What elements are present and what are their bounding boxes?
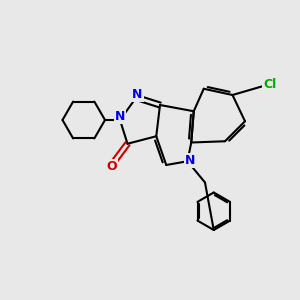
Text: Cl: Cl (263, 79, 277, 92)
Text: N: N (132, 88, 143, 101)
Text: O: O (106, 160, 117, 173)
Text: N: N (115, 110, 125, 123)
Text: N: N (185, 154, 195, 166)
